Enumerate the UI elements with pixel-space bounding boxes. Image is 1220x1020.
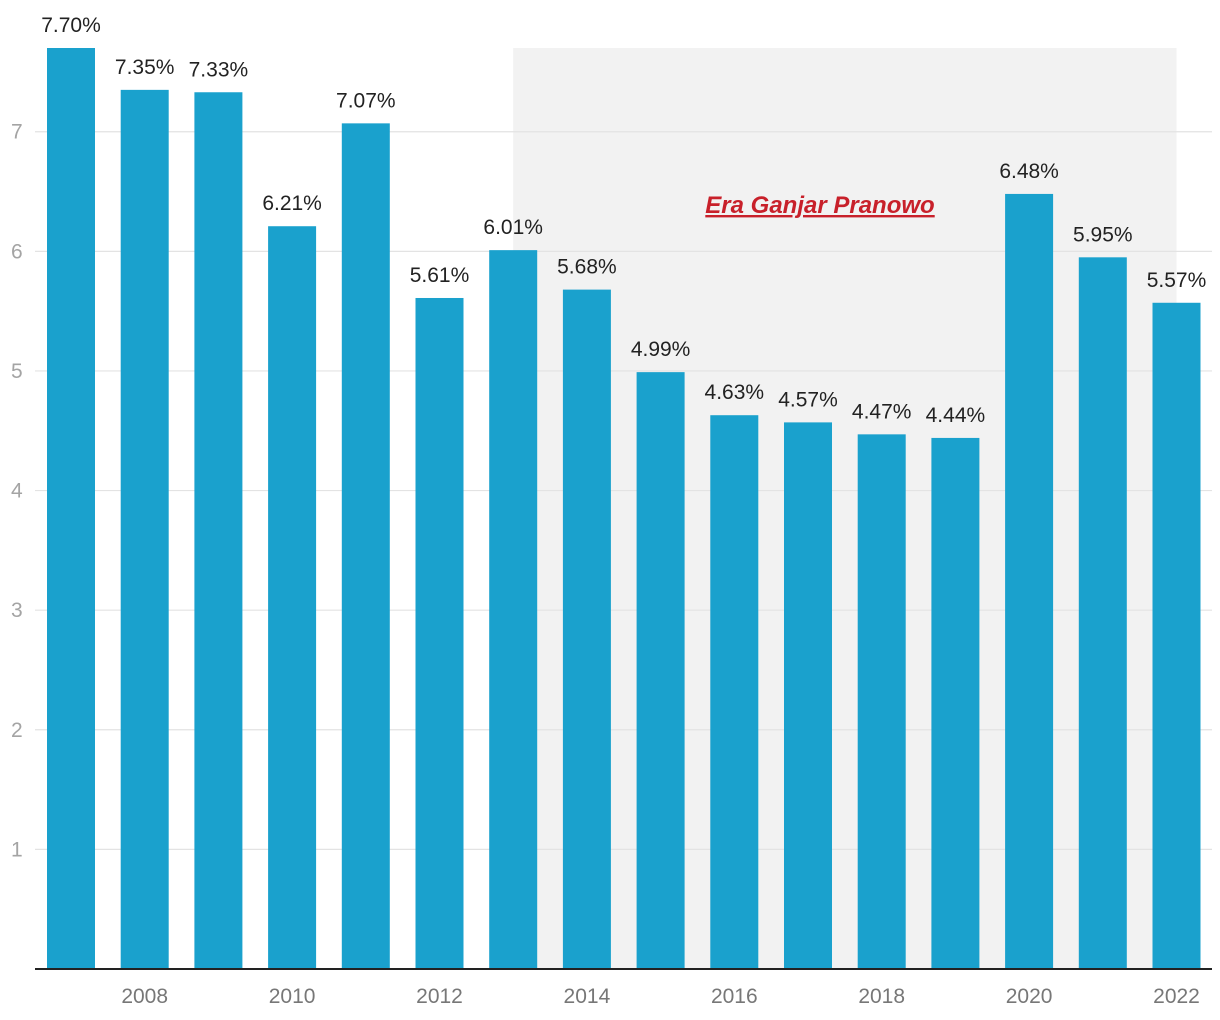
bar <box>710 415 759 970</box>
bars <box>47 48 1201 970</box>
bar <box>268 226 317 969</box>
y-tick-label: 1 <box>11 838 23 861</box>
data-label: 4.63% <box>705 381 765 404</box>
x-tick-label: 2008 <box>121 985 168 1008</box>
data-labels: 7.70% 7.35% 7.33% 6.21% 7.07% 5.61% 6.01% 5.68%… <box>41 14 1206 427</box>
data-label: 5.61% <box>410 264 470 287</box>
data-label: 7.07% <box>336 89 396 112</box>
data-label: 5.95% <box>1073 223 1133 246</box>
bar <box>341 123 390 969</box>
data-label: 4.57% <box>778 388 838 411</box>
highlight-region <box>513 48 1177 969</box>
x-tick-label: 2012 <box>416 985 463 1008</box>
bar <box>194 92 243 969</box>
y-tick-label: 5 <box>11 360 23 383</box>
data-label: 5.57% <box>1147 269 1207 292</box>
y-tick-label: 4 <box>11 480 23 503</box>
data-label: 7.70% <box>41 14 101 37</box>
data-label: 4.47% <box>852 400 912 423</box>
highlight-region-layer <box>513 48 1177 969</box>
data-label: 6.21% <box>262 192 322 215</box>
data-label: 4.99% <box>631 338 691 361</box>
bar <box>489 250 538 970</box>
bar <box>1005 193 1054 969</box>
bar <box>1152 302 1201 969</box>
data-label: 7.35% <box>115 56 175 79</box>
x-tick-label: 2020 <box>1006 985 1053 1008</box>
bar <box>562 289 611 969</box>
bar <box>120 89 169 969</box>
x-tick-label: 2014 <box>564 985 611 1008</box>
era-annotation: Era Ganjar Pranowo <box>705 192 934 219</box>
bar <box>931 437 980 969</box>
x-tick-label: 2016 <box>711 985 758 1008</box>
x-tick-label: 2010 <box>269 985 316 1008</box>
y-tick-label: 2 <box>11 719 23 742</box>
x-tick-label: 2022 <box>1153 985 1200 1008</box>
y-tick-label: 7 <box>11 121 23 144</box>
data-label: 5.68% <box>557 256 617 279</box>
x-tick-label: 2018 <box>858 985 905 1008</box>
bar <box>784 422 832 970</box>
y-tick-label: 6 <box>11 240 23 263</box>
x-axis-ticks: 2008 2010 2012 2014 2016 2018 2020 2022 <box>121 985 1200 1008</box>
data-label: 4.44% <box>926 404 986 427</box>
data-label: 7.33% <box>189 58 249 81</box>
y-tick-label: 3 <box>11 599 23 622</box>
bar <box>415 297 464 969</box>
bar <box>857 434 906 969</box>
data-label: 6.48% <box>999 160 1059 183</box>
y-axis-ticks: 1 2 3 4 5 6 7 <box>11 121 23 862</box>
bar <box>1078 257 1127 969</box>
bar <box>636 372 685 969</box>
data-label: 6.01% <box>483 216 543 239</box>
bar <box>47 48 95 969</box>
